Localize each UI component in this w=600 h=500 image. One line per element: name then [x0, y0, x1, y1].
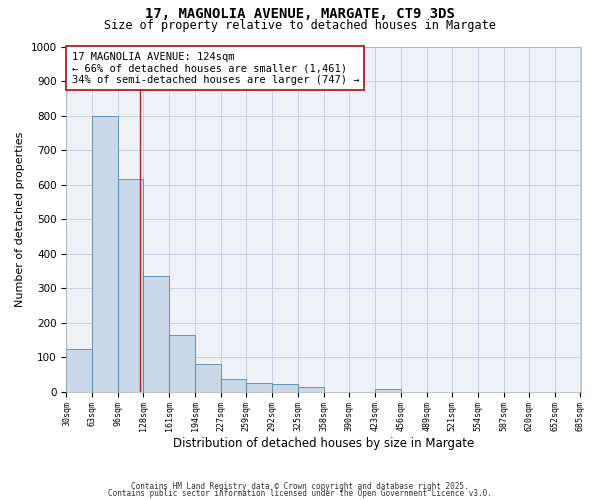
Text: 17, MAGNOLIA AVENUE, MARGATE, CT9 3DS: 17, MAGNOLIA AVENUE, MARGATE, CT9 3DS: [145, 8, 455, 22]
X-axis label: Distribution of detached houses by size in Margate: Distribution of detached houses by size …: [173, 437, 474, 450]
Bar: [298, 386, 324, 392]
Bar: [92, 116, 118, 392]
Text: Contains public sector information licensed under the Open Government Licence v3: Contains public sector information licen…: [108, 490, 492, 498]
Bar: [246, 383, 272, 392]
Y-axis label: Number of detached properties: Number of detached properties: [15, 132, 25, 307]
Text: Size of property relative to detached houses in Margate: Size of property relative to detached ho…: [104, 19, 496, 32]
Bar: [375, 390, 401, 392]
Bar: [169, 336, 195, 392]
Bar: [272, 384, 298, 392]
Bar: [118, 178, 143, 392]
Bar: [221, 379, 246, 392]
Text: Contains HM Land Registry data © Crown copyright and database right 2025.: Contains HM Land Registry data © Crown c…: [131, 482, 469, 491]
Bar: [143, 276, 169, 392]
Text: 17 MAGNOLIA AVENUE: 124sqm
← 66% of detached houses are smaller (1,461)
34% of s: 17 MAGNOLIA AVENUE: 124sqm ← 66% of deta…: [71, 52, 359, 85]
Bar: [67, 349, 92, 392]
Bar: [195, 364, 221, 392]
